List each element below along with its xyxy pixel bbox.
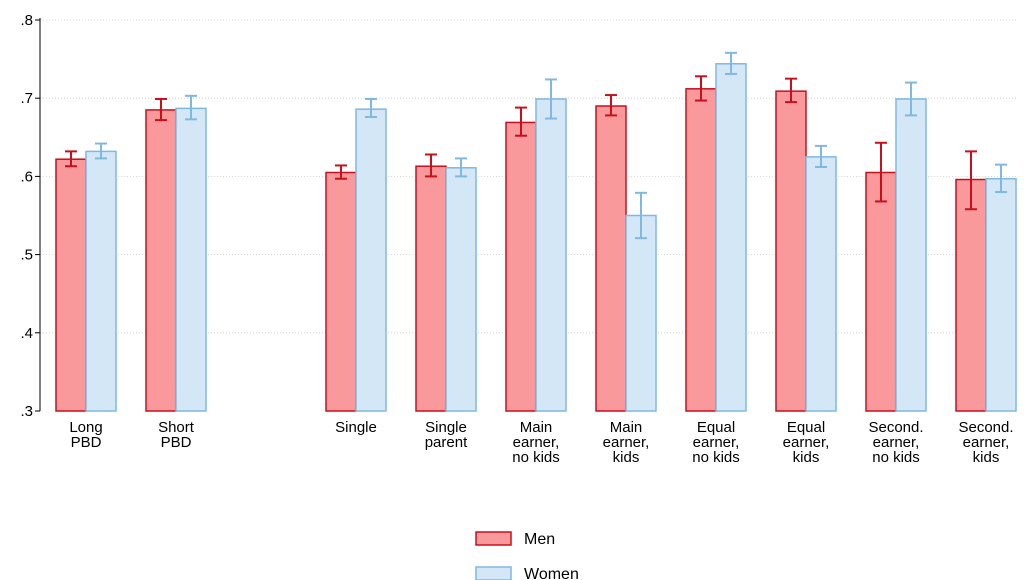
category-label: no kids [872, 449, 920, 466]
category-label: no kids [692, 449, 740, 466]
category-label: Equal [697, 419, 735, 436]
error-bar-women-3 [455, 157, 467, 178]
category-label: Second. [868, 419, 923, 436]
error-bar-men-5 [605, 94, 617, 117]
y-axis: .3 .4 .5 .6 .7 .8 [20, 12, 41, 420]
y-tick-label: .8 [20, 12, 33, 29]
error-bar-men-7 [785, 77, 797, 104]
legend: Men Women [475, 531, 579, 580]
y-tick-label: .7 [20, 90, 33, 107]
y-tick-label: .3 [20, 403, 33, 420]
category-label: earner, [963, 434, 1010, 451]
bar-men-2 [325, 171, 357, 412]
error-bar-men-9 [965, 150, 977, 211]
category-label: Second. [958, 419, 1013, 436]
error-bar-women-6 [725, 51, 737, 75]
bar-women-0 [85, 150, 117, 412]
error-bar-women-1 [185, 94, 197, 121]
bar-men-7 [775, 90, 807, 412]
error-bar-men-3 [425, 153, 437, 178]
category-label: Single [335, 419, 377, 436]
error-bar-men-0 [65, 150, 77, 168]
bar-men-6 [685, 88, 717, 412]
bar-women-9 [985, 177, 1017, 412]
category-label: kids [973, 449, 1000, 466]
y-tick-label: .4 [20, 325, 33, 342]
category-label: Main [520, 419, 553, 436]
legend-item-men: Men [475, 531, 555, 548]
error-bar-women-5 [635, 191, 647, 240]
bar-men-4 [505, 121, 537, 412]
bar-women-4 [535, 98, 567, 412]
y-tick-label: .5 [20, 247, 33, 264]
error-bar-men-2 [335, 164, 347, 180]
category-label: kids [613, 449, 640, 466]
error-bar-women-4 [545, 78, 557, 120]
category-label: Short [158, 419, 195, 436]
error-bar-men-1 [155, 97, 167, 122]
bar-men-9 [955, 178, 987, 412]
error-bar-men-4 [515, 106, 527, 137]
bar-men-5 [595, 105, 627, 412]
category-label: Single [425, 419, 467, 436]
bar-women-5 [625, 214, 657, 412]
legend-item-women: Women [475, 566, 579, 580]
error-bar-women-8 [905, 81, 917, 117]
category-label: earner, [873, 434, 920, 451]
legend-label: Women [524, 566, 579, 580]
error-bar-women-0 [95, 142, 107, 160]
category-label: PBD [71, 434, 102, 451]
category-label: no kids [512, 449, 560, 466]
bar-women-1 [175, 107, 207, 412]
category-label: earner, [783, 434, 830, 451]
bar-women-3 [445, 167, 477, 412]
bar-men-1 [145, 109, 177, 412]
category-label: Main [610, 419, 643, 436]
bars [55, 51, 1017, 412]
error-bar-women-2 [365, 97, 377, 118]
category-label: kids [793, 449, 820, 466]
error-bar-men-8 [875, 141, 887, 203]
legend-label: Men [524, 531, 555, 548]
legend-swatch [475, 531, 512, 546]
error-bar-men-6 [695, 75, 707, 102]
category-label: earner, [513, 434, 560, 451]
bar-men-3 [415, 165, 447, 412]
bar-women-8 [895, 98, 927, 412]
category-label: earner, [603, 434, 650, 451]
error-bar-women-9 [995, 163, 1007, 194]
legend-swatch [475, 566, 512, 580]
y-tick-label: .6 [20, 168, 33, 185]
bar-women-6 [715, 63, 747, 412]
category-label: Long [69, 419, 102, 436]
category-label: Equal [787, 419, 825, 436]
bar-women-2 [355, 108, 387, 412]
bar-men-0 [55, 158, 87, 412]
error-bar-women-7 [815, 144, 827, 169]
bar-women-7 [805, 156, 837, 412]
category-label: earner, [693, 434, 740, 451]
bar-men-8 [865, 171, 897, 412]
category-label: PBD [161, 434, 192, 451]
category-label: parent [425, 434, 468, 451]
